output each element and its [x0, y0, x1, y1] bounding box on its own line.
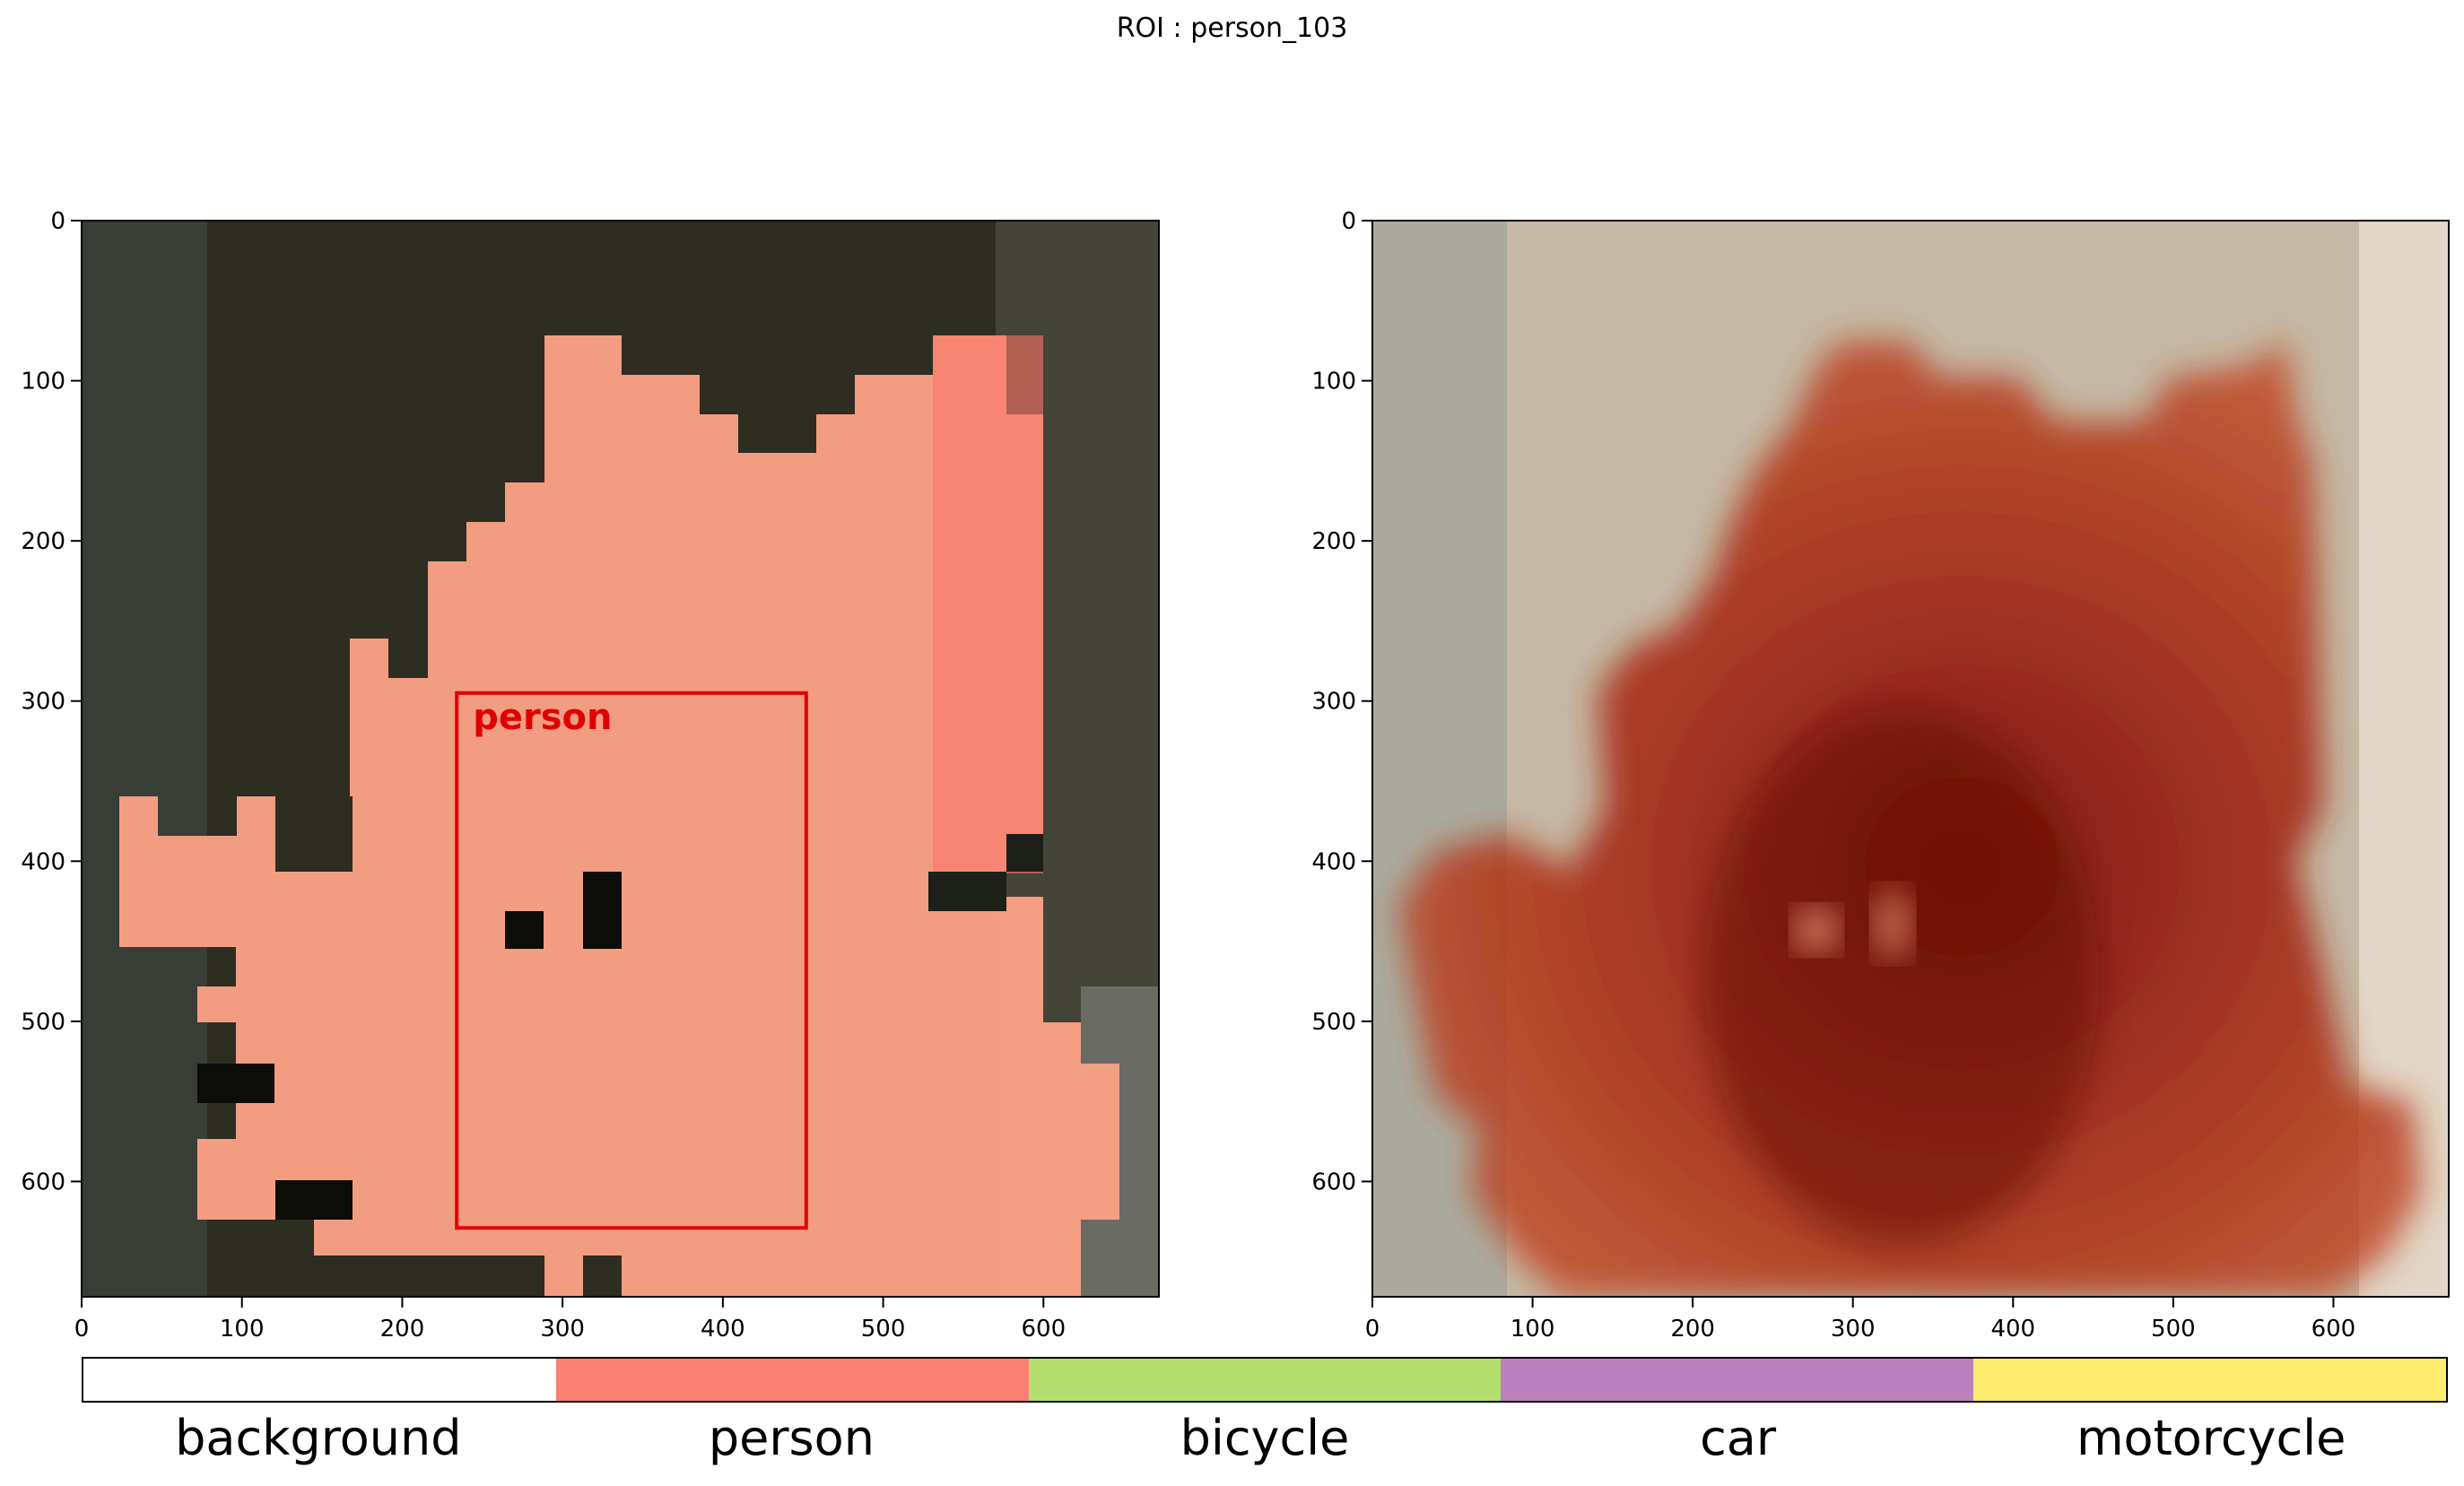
mask-hole-9 [275, 796, 353, 872]
left-x-tick-label: 200 [380, 1316, 425, 1343]
person-mask [119, 335, 1119, 1297]
mask-hole-8 [583, 1256, 622, 1297]
left-y-tick-label: 0 [50, 208, 65, 235]
left-x-tick-label: 500 [861, 1316, 906, 1343]
class-colorbar-labels: background person bicycle car motorcycle [82, 1410, 2448, 1466]
colorbar-segment-car [1501, 1359, 1974, 1401]
left-y-tick-label: 400 [21, 848, 65, 875]
right-x-tick-label: 300 [1831, 1316, 1876, 1343]
right-x-tick-label: 100 [1511, 1316, 1555, 1343]
right-x-tick-label: 500 [2151, 1316, 2196, 1343]
class-colorbar [82, 1357, 2448, 1403]
right-x-tick-label: 400 [1990, 1316, 2035, 1343]
heatmap-highlight-1 [1793, 907, 1840, 953]
mask-hole-6 [197, 1064, 274, 1103]
mask-hole-2 [583, 872, 622, 949]
figure-title: ROI : person_103 [1116, 13, 1348, 44]
left-y-tick-label: 600 [21, 1169, 65, 1195]
colorbar-segment-bicycle [1028, 1359, 1502, 1401]
right-x-tick-label: 200 [1670, 1316, 1715, 1343]
colorbar-segment-motorcycle [1973, 1359, 2446, 1401]
left-y-tick-label: 300 [21, 689, 65, 716]
right-y-tick-label: 400 [1311, 848, 1356, 875]
right-y-tick-label: 200 [1311, 528, 1356, 555]
right-y-tick-label: 500 [1311, 1009, 1356, 1036]
left-y-tick-label: 200 [21, 528, 65, 555]
right-x-tick-label: 0 [1365, 1316, 1380, 1343]
right-y-ticks: 0 100 200 300 400 500 600 [1311, 208, 1372, 1195]
left-curtain-left [82, 221, 207, 1297]
left-x-tick-label: 100 [220, 1316, 265, 1343]
heatmap-highlight-2 [1873, 888, 1912, 960]
right-x-ticks: 0 100 200 300 400 500 600 [1365, 1297, 2356, 1343]
detection-box [455, 691, 808, 1230]
left-x-tick-label: 400 [701, 1316, 745, 1343]
colorbar-label-person: person [708, 1410, 875, 1466]
colorbar-label-background: background [175, 1410, 462, 1466]
right-y-tick-label: 300 [1311, 689, 1356, 716]
colorbar-label-motorcycle: motorcycle [2076, 1410, 2346, 1466]
left-panel: person [82, 221, 1159, 1297]
left-x-tick-label: 600 [1022, 1316, 1067, 1343]
right-y-tick-label: 100 [1311, 369, 1356, 395]
colorbar-segment-background [83, 1359, 556, 1401]
right-axes-frame [1371, 220, 2450, 1298]
mask-hole-7 [389, 639, 428, 678]
left-axes-frame [81, 220, 1160, 1298]
colorbar-label-car: car [1700, 1410, 1777, 1466]
left-y-ticks: 0 100 200 300 400 500 600 [21, 208, 82, 1195]
right-x-tick-label: 600 [2312, 1316, 2356, 1343]
left-y-tick-label: 100 [21, 369, 65, 395]
detection-label: person [473, 697, 612, 738]
mask-hole-5 [275, 1180, 353, 1220]
mask-hole-4 [1006, 834, 1043, 872]
colorbar-segment-person [555, 1359, 1029, 1401]
mask-hole-1 [505, 911, 544, 949]
right-y-tick-label: 600 [1311, 1169, 1356, 1195]
right-y-tick-label: 0 [1341, 208, 1356, 235]
left-x-tick-label: 300 [540, 1316, 585, 1343]
mask-right-redband [933, 335, 1043, 873]
heatmap-core [1704, 708, 2099, 1247]
left-x-ticks: 0 100 200 300 400 500 600 [74, 1297, 1066, 1343]
right-panel [1372, 221, 2449, 1297]
mask-hole-3 [928, 872, 1006, 911]
left-x-tick-label: 0 [74, 1316, 90, 1343]
left-y-tick-label: 500 [21, 1009, 65, 1036]
colorbar-label-bicycle: bicycle [1180, 1410, 1350, 1466]
